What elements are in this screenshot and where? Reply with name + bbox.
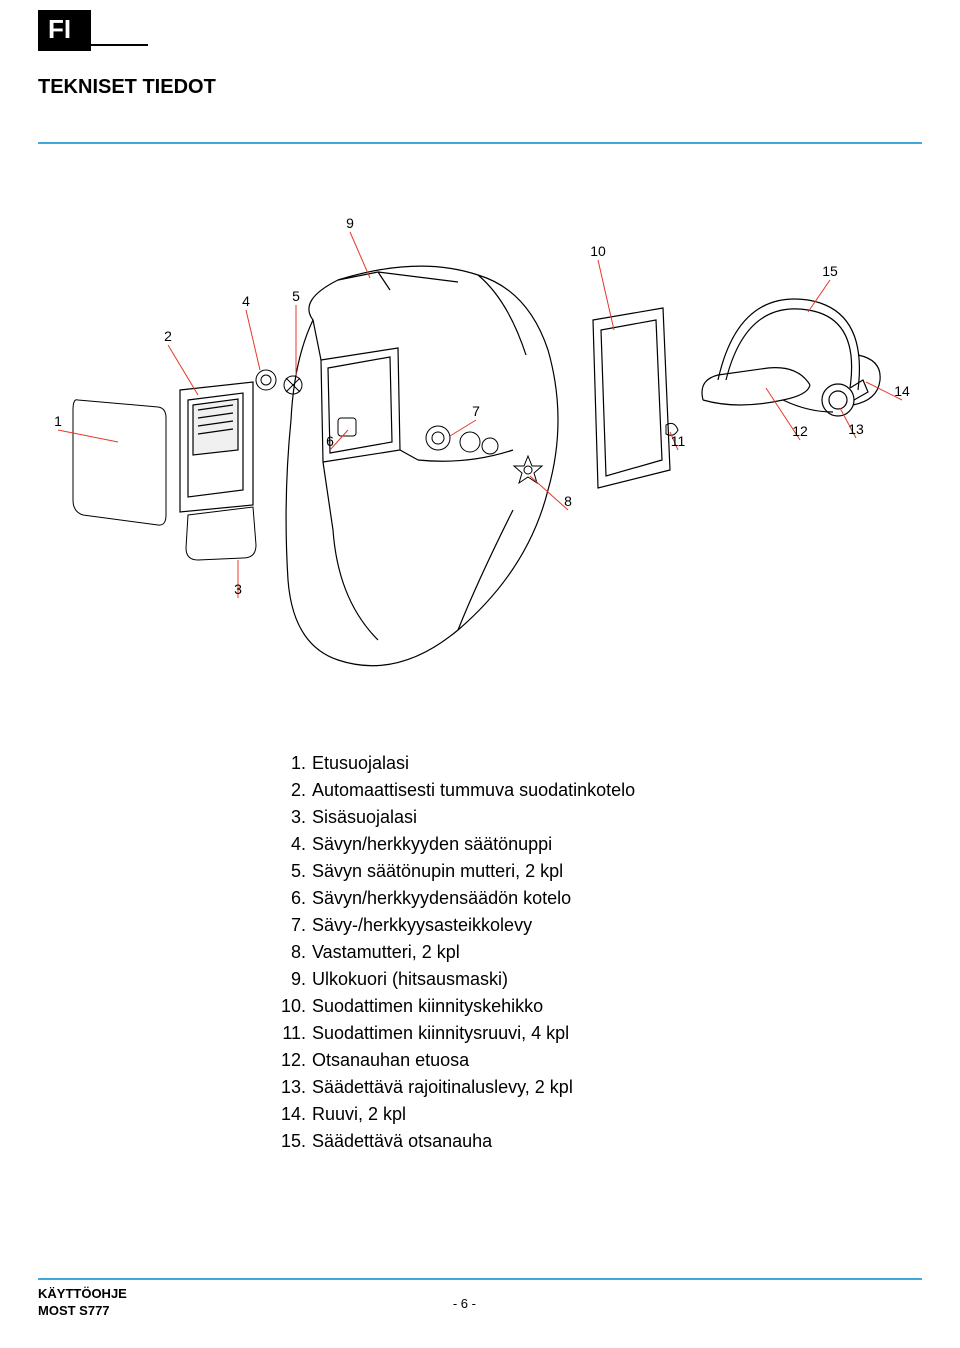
language-tab-underline [38, 44, 148, 46]
callout-leader [350, 232, 370, 278]
parts-list-number: 15. [280, 1128, 312, 1155]
parts-list-number: 9. [280, 966, 312, 993]
parts-list-label: Sävyn/herkkyyden säätönuppi [312, 831, 552, 858]
parts-list-item: 15. Säädettävä otsanauha [280, 1128, 635, 1155]
callout-leader [168, 345, 198, 395]
parts-list-number: 14. [280, 1101, 312, 1128]
callout-leader [450, 420, 476, 436]
parts-list-label: Ulkokuori (hitsausmaski) [312, 966, 508, 993]
parts-list-number: 2. [280, 777, 312, 804]
parts-list-number: 3. [280, 804, 312, 831]
parts-list-label: Säädettävä rajoitinaluslevy, 2 kpl [312, 1074, 573, 1101]
callout-number: 5 [292, 288, 300, 304]
part-3-inner-glass [186, 507, 256, 560]
parts-list-item: 6. Sävyn/herkkyydensäädön kotelo [280, 885, 635, 912]
parts-list-item: 5. Sävyn säätönupin mutteri, 2 kpl [280, 858, 635, 885]
parts-list-number: 12. [280, 1047, 312, 1074]
parts-list-number: 4. [280, 831, 312, 858]
parts-list-label: Sisäsuojalasi [312, 804, 417, 831]
callout-leader [598, 260, 614, 330]
callout-number: 7 [472, 403, 480, 419]
callout-leader [58, 430, 118, 442]
parts-list-label: Etusuojalasi [312, 750, 409, 777]
parts-list-label: Vastamutteri, 2 kpl [312, 939, 460, 966]
parts-list-label: Sävyn säätönupin mutteri, 2 kpl [312, 858, 563, 885]
callout-number: 1 [54, 413, 62, 429]
parts-list-item: 1. Etusuojalasi [280, 750, 635, 777]
parts-list-label: Sävyn/herkkyydensäädön kotelo [312, 885, 571, 912]
parts-list-item: 13. Säädettävä rajoitinaluslevy, 2 kpl [280, 1074, 635, 1101]
parts-list-item: 7. Sävy-/herkkyysasteikkolevy [280, 912, 635, 939]
section-title: TEKNISET TIEDOT [38, 76, 216, 99]
parts-list-label: Ruuvi, 2 kpl [312, 1101, 406, 1128]
callout-number: 6 [326, 433, 334, 449]
callout-number: 2 [164, 328, 172, 344]
parts-list-number: 8. [280, 939, 312, 966]
callout-number: 10 [590, 243, 606, 259]
parts-list-number: 5. [280, 858, 312, 885]
callout-number: 14 [894, 383, 910, 399]
parts-list-item: 3. Sisäsuojalasi [280, 804, 635, 831]
parts-list-label: Säädettävä otsanauha [312, 1128, 492, 1155]
exploded-diagram: 123456789101112131415 [38, 200, 922, 700]
footer-line1: KÄYTTÖOHJE [38, 1286, 127, 1303]
callout-number: 15 [822, 263, 838, 279]
part-10-frame [593, 308, 670, 488]
parts-list-item: 9. Ulkokuori (hitsausmaski) [280, 966, 635, 993]
parts-list-number: 7. [280, 912, 312, 939]
part-headgear [702, 299, 880, 416]
parts-list-item: 11. Suodattimen kiinnitysruuvi, 4 kpl [280, 1020, 635, 1047]
callout-number: 11 [671, 433, 686, 449]
part-2-filter-housing [180, 382, 253, 512]
callout-leader [530, 476, 568, 510]
part-6-adjust-housing [338, 418, 356, 436]
parts-list-number: 11. [280, 1020, 312, 1047]
footer-doc-title: KÄYTTÖOHJE MOST S777 [38, 1286, 127, 1320]
callout-number: 4 [242, 293, 250, 309]
footer-line2: MOST S777 [38, 1303, 127, 1320]
parts-list-item: 4. Sävyn/herkkyyden säätönuppi [280, 831, 635, 858]
parts-list-item: 10. Suodattimen kiinnityskehikko [280, 993, 635, 1020]
callout-leader [808, 280, 830, 312]
parts-list-number: 10. [280, 993, 312, 1020]
parts-list-label: Suodattimen kiinnityskehikko [312, 993, 543, 1020]
callout-number: 3 [234, 581, 242, 597]
part-7-8-dials [426, 426, 542, 483]
parts-list-label: Automaattisesti tummuva suodatinkotelo [312, 777, 635, 804]
parts-list-number: 13. [280, 1074, 312, 1101]
parts-list-item: 12. Otsanauhan etuosa [280, 1047, 635, 1074]
parts-list-item: 8. Vastamutteri, 2 kpl [280, 939, 635, 966]
parts-list-label: Otsanauhan etuosa [312, 1047, 469, 1074]
header-divider [38, 142, 922, 144]
parts-list-number: 6. [280, 885, 312, 912]
callout-number: 9 [346, 215, 354, 231]
footer-divider [38, 1278, 922, 1280]
parts-list-item: 2. Automaattisesti tummuva suodatinkotel… [280, 777, 635, 804]
callout-leader [246, 310, 260, 370]
parts-list-label: Suodattimen kiinnitysruuvi, 4 kpl [312, 1020, 569, 1047]
parts-list-number: 1. [280, 750, 312, 777]
parts-list-item: 14. Ruuvi, 2 kpl [280, 1101, 635, 1128]
callout-number: 8 [564, 493, 572, 509]
callout-number: 13 [848, 421, 864, 437]
page-footer: KÄYTTÖOHJE MOST S777 - 6 - [38, 1278, 922, 1320]
parts-list-label: Sävy-/herkkyysasteikkolevy [312, 912, 532, 939]
footer-page-number: - 6 - [127, 1296, 802, 1311]
callout-number: 12 [792, 423, 808, 439]
part-1-outer-glass [73, 400, 166, 525]
parts-list: 1. Etusuojalasi2. Automaattisesti tummuv… [280, 750, 635, 1155]
